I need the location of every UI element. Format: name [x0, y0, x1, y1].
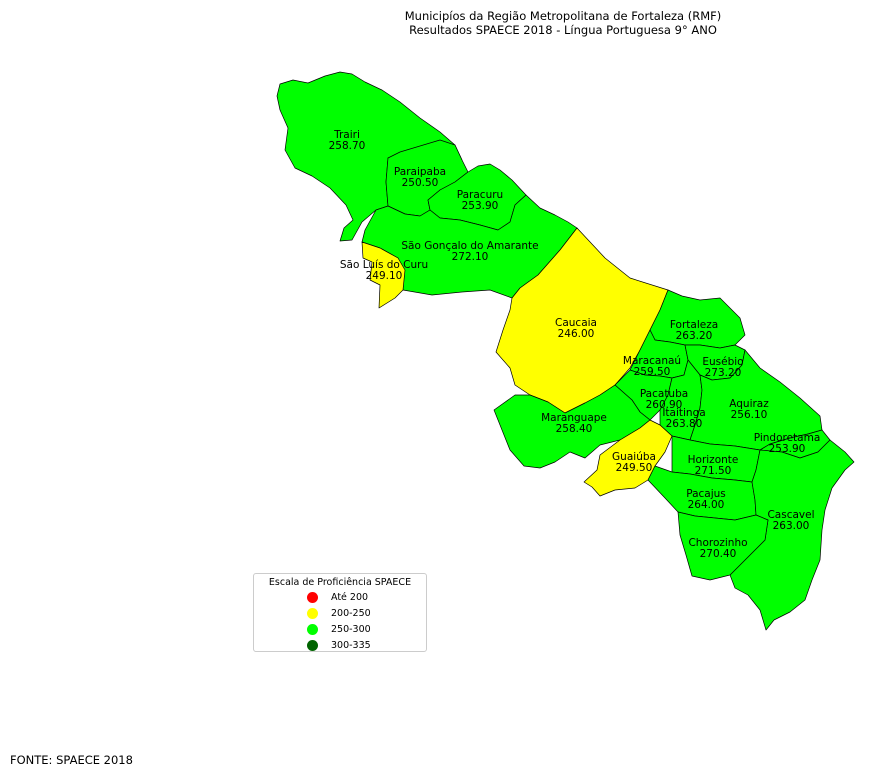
municipality-name: Itaitinga [662, 407, 705, 419]
municipality-label: Pindoretama 253.90 [754, 432, 821, 455]
municipality-name: Pacatuba [640, 388, 688, 400]
municipality-score: 270.40 [700, 548, 737, 560]
municipality-score: 253.90 [462, 200, 499, 212]
municipality-score: 273.20 [705, 367, 742, 379]
municipality-name: Eusébio [702, 356, 743, 368]
legend: Escala de Proficiência SPAECE Até 200 20… [253, 573, 427, 652]
municipality-name: Aquiraz [729, 398, 769, 410]
region-guaiuba [583, 419, 673, 497]
municipality-score: 263.80 [666, 418, 703, 430]
municipality-score: 260.90 [646, 399, 683, 411]
municipality-score: 253.90 [769, 443, 806, 455]
municipality-label: Fortaleza 263.20 [670, 319, 718, 342]
municipality-score: 271.50 [695, 465, 732, 477]
municipality-name: Fortaleza [670, 319, 718, 331]
municipality-label: Pacatuba 260.90 [640, 388, 688, 411]
municipality-name: Paraipaba [394, 166, 446, 178]
legend-item: 200-250 [307, 605, 371, 621]
municipality-label: São Gonçalo do Amarante 272.10 [401, 240, 538, 263]
municipality-name: Pindoretama [754, 432, 821, 444]
source-note: FONTE: SPAECE 2018 [10, 753, 133, 767]
municipality-name: São Gonçalo do Amarante [401, 240, 538, 252]
legend-item: 250-300 [307, 621, 371, 637]
municipality-name: Trairi [333, 129, 360, 141]
municipality-label: Cascavel 263.00 [767, 509, 814, 532]
municipality-label: Paracuru 253.90 [457, 189, 503, 212]
municipality-name: Horizonte [688, 454, 739, 466]
municipality-name: Maracanaú [623, 355, 681, 367]
municipality-score: 246.00 [558, 328, 595, 340]
municipality-score: 249.10 [366, 270, 403, 282]
municipality-score: 256.10 [731, 409, 768, 421]
legend-label: Até 200 [331, 591, 369, 603]
municipality-score: 258.70 [329, 140, 366, 152]
legend-title: Escala de Proficiência SPAECE [268, 577, 412, 588]
municipality-label: Pacajus 264.00 [686, 488, 726, 511]
municipality-score: 250.50 [402, 177, 439, 189]
municipality-score: 264.00 [688, 499, 725, 511]
title-line-1: Municipíos da Região Metropolitana de Fo… [404, 9, 722, 23]
legend-swatch-icon [307, 591, 318, 603]
municipality-name: Caucaia [555, 317, 597, 329]
municipality-label: Trairi 258.70 [329, 129, 366, 152]
legend-swatch-icon [307, 607, 318, 619]
municipality-label: Caucaia 246.00 [555, 317, 597, 340]
legend-label: 250-300 [331, 623, 371, 635]
municipality-label: Guaiúba 249.50 [612, 451, 656, 474]
municipality-label: Paraipaba 250.50 [394, 166, 446, 189]
municipality-score: 249.50 [616, 462, 653, 474]
municipality-score: 258.40 [556, 423, 593, 435]
legend-item: Até 200 [307, 589, 368, 605]
legend-label: 300-335 [331, 639, 371, 651]
municipality-label: Chorozinho 270.40 [688, 537, 747, 560]
municipality-label: Maracanaú 259.50 [623, 355, 681, 378]
municipality-score: 263.20 [676, 330, 713, 342]
municipality-label: Maranguape 258.40 [541, 412, 607, 435]
municipality-name: Maranguape [541, 412, 607, 424]
municipality-score: 272.10 [452, 251, 489, 263]
municipality-label: Itaitinga 263.80 [662, 407, 705, 430]
region-cascavel [729, 439, 855, 631]
municipality-name: São Luís do Curu [340, 259, 428, 271]
municipality-label: Eusébio 273.20 [702, 356, 743, 379]
title-line-2: Resultados SPAECE 2018 - Língua Portugue… [409, 23, 717, 37]
municipality-name: Chorozinho [688, 537, 747, 549]
municipality-name: Cascavel [767, 509, 814, 521]
legend-swatch-icon [307, 639, 318, 651]
municipality-label: São Luís do Curu 249.10 [340, 259, 428, 282]
municipality-label: Aquiraz 256.10 [729, 398, 769, 421]
legend-swatch-icon [307, 623, 318, 635]
municipality-name: Pacajus [686, 488, 726, 500]
municipality-label: Horizonte 271.50 [688, 454, 739, 477]
municipality-score: 263.00 [773, 520, 810, 532]
municipality-name: Guaiúba [612, 451, 656, 463]
legend-label: 200-250 [331, 607, 371, 619]
municipality-name: Paracuru [457, 189, 503, 201]
region-sao-luis-do-curu [361, 241, 406, 309]
legend-item: 300-335 [307, 637, 371, 653]
region-chorozinho [677, 511, 769, 581]
map-title: Municipíos da Região Metropolitana de Fo… [340, 9, 786, 37]
municipality-score: 259.50 [634, 366, 671, 378]
